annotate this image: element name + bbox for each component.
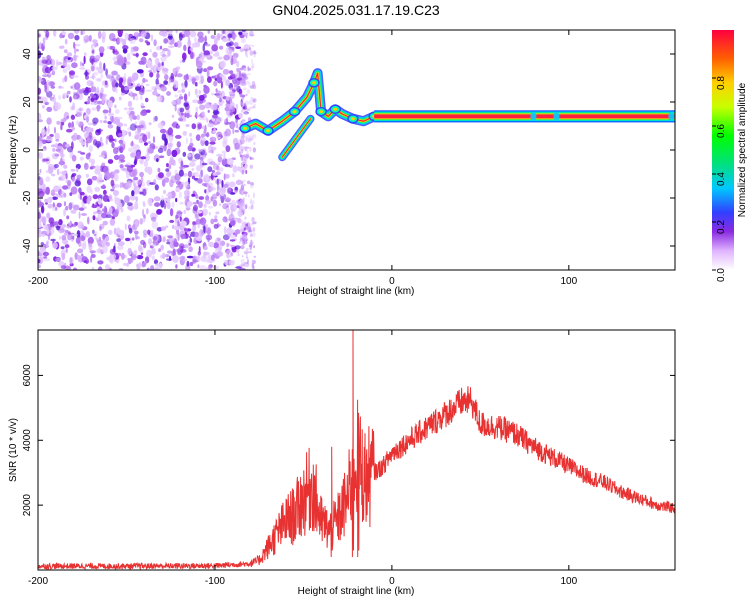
signal-line bbox=[374, 110, 675, 123]
snr-xtick-label: 0 bbox=[389, 576, 395, 587]
snr-ytick-label: 4000 bbox=[22, 429, 33, 452]
colorbar-tick-label: 0.6 bbox=[716, 124, 727, 138]
spectrogram-xlabel: Height of straight line (km) bbox=[298, 286, 415, 297]
snr-series-line bbox=[38, 330, 675, 570]
colorbar-tick-label: 0.8 bbox=[716, 76, 727, 90]
spectrogram-ytick-label: -40 bbox=[22, 238, 33, 253]
colorbar-label: Normalized spectral amplitude bbox=[737, 82, 748, 217]
snr-marks bbox=[38, 330, 675, 570]
colorbar: 0.0 0.2 0.4 0.6 0.8 Normalized spectral ampl… bbox=[712, 30, 748, 282]
spectrogram-ylabel: Frequency (Hz) bbox=[8, 116, 19, 185]
spectrogram-marks bbox=[38, 30, 675, 270]
snr-xtick-label: -200 bbox=[28, 576, 48, 587]
snr-frame bbox=[37, 329, 676, 571]
colorbar-gradient bbox=[712, 30, 734, 270]
spectrogram-xtick-label: -200 bbox=[28, 276, 48, 287]
colorbar-ticks: 0.0 0.2 0.4 0.6 0.8 bbox=[712, 76, 727, 282]
spectrogram-xtick-label: 100 bbox=[560, 276, 577, 287]
snr-ytick-label: 6000 bbox=[22, 364, 33, 387]
snr-xlabel: Height of straight line (km) bbox=[298, 586, 415, 597]
snr-xtick-label: 100 bbox=[560, 576, 577, 587]
snr-ytick-label: 2000 bbox=[22, 494, 33, 517]
snr-xtick-label: -100 bbox=[205, 576, 225, 587]
signal-branch bbox=[278, 114, 315, 162]
spectrogram-xtick-label: -100 bbox=[205, 276, 225, 287]
colorbar-tick-label: 0.4 bbox=[716, 172, 727, 186]
figure-title: GN04.2025.031.17.19.C23 bbox=[272, 2, 440, 18]
spectrogram-ytick-label: 0 bbox=[22, 147, 33, 153]
colorbar-tick-label: 0.2 bbox=[716, 220, 727, 234]
snr-ylabel: SNR (10 * v/v) bbox=[8, 418, 19, 482]
spectrogram-ytick-label: 40 bbox=[22, 48, 33, 60]
noise-speckle bbox=[38, 30, 257, 270]
spectrogram-ytick-label: 20 bbox=[22, 96, 33, 108]
spectrogram-ytick-label: -20 bbox=[22, 190, 33, 205]
snr-axes: -200 -100 0 100 2000 4000 6000 bbox=[22, 330, 675, 587]
colorbar-tick-label: 0.0 bbox=[716, 268, 727, 282]
spectrogram-xtick-label: 0 bbox=[389, 276, 395, 287]
snr-panel: -200 -100 0 100 2000 4000 6000 Height of strai… bbox=[8, 329, 676, 597]
